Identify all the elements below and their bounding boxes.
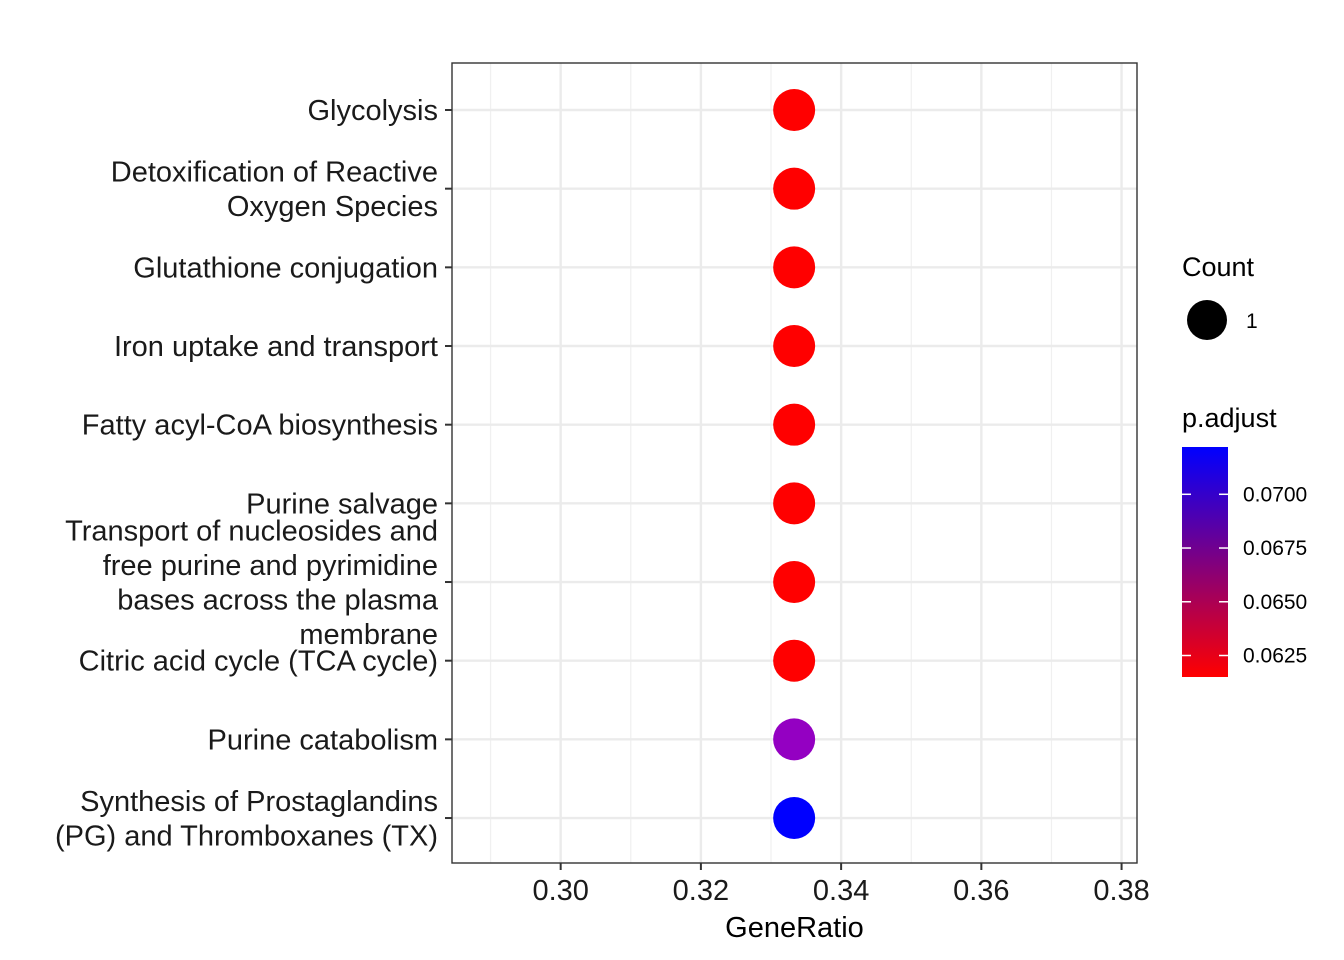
- x-tick-label: 0.36: [953, 875, 1009, 907]
- data-point: [773, 482, 816, 525]
- y-tick-label: Detoxification of Reactive Oxygen Species: [111, 156, 438, 223]
- data-point: [773, 797, 816, 840]
- x-tick-label: 0.30: [532, 875, 588, 907]
- y-tick-label: Purine salvage: [246, 488, 438, 520]
- x-tick-label: 0.38: [1093, 875, 1149, 907]
- y-tick-label: Iron uptake and transport: [114, 331, 438, 363]
- data-point: [773, 246, 816, 289]
- data-point: [773, 89, 816, 131]
- minor-gridlines: [489, 63, 1053, 863]
- colorbar-label: 0.0700: [1243, 483, 1307, 506]
- panel-border: [451, 62, 1138, 864]
- size-legend: Count 1: [1182, 252, 1258, 340]
- data-point: [773, 325, 816, 368]
- colorbar: [1182, 447, 1228, 677]
- size-legend-label: 1: [1246, 310, 1258, 333]
- y-axis: Glycolysis Detoxification of Reactive Oxyg…: [55, 95, 452, 852]
- y-tick-label: Synthesis of Prostaglandins (PG) and Thro…: [55, 786, 438, 853]
- color-legend-title: p.adjust: [1182, 403, 1277, 433]
- colorbar-label: 0.0650: [1243, 591, 1307, 614]
- x-axis: 0.30 0.32 0.34 0.36 0.38: [532, 863, 1150, 907]
- y-tick-label: Purine catabolism: [208, 724, 439, 756]
- data-point: [773, 167, 816, 210]
- y-tick-label: Fatty acyl-CoA biosynthesis: [82, 410, 438, 442]
- y-tick-label: Glutathione conjugation: [133, 252, 438, 284]
- y-tick-label: Transport of nucleosides and free purine …: [65, 515, 439, 651]
- x-tick-label: 0.34: [813, 875, 869, 907]
- data-point: [773, 639, 816, 682]
- colorbar-label: 0.0675: [1243, 537, 1307, 560]
- colorbar-label: 0.0625: [1243, 645, 1307, 668]
- data-point: [773, 403, 816, 446]
- y-tick-label: Glycolysis: [307, 95, 438, 127]
- color-legend: p.adjust 0.0625 0.0650 0.0675 0.0700: [1182, 403, 1307, 677]
- data-point: [773, 718, 816, 761]
- size-legend-key: [1187, 300, 1227, 340]
- data-point: [773, 561, 816, 604]
- x-tick-label: 0.32: [673, 875, 729, 907]
- data-points: [773, 89, 816, 840]
- x-axis-title: GeneRatio: [725, 912, 864, 944]
- size-legend-title: Count: [1182, 252, 1255, 282]
- y-tick-label: Citric acid cycle (TCA cycle): [79, 646, 438, 678]
